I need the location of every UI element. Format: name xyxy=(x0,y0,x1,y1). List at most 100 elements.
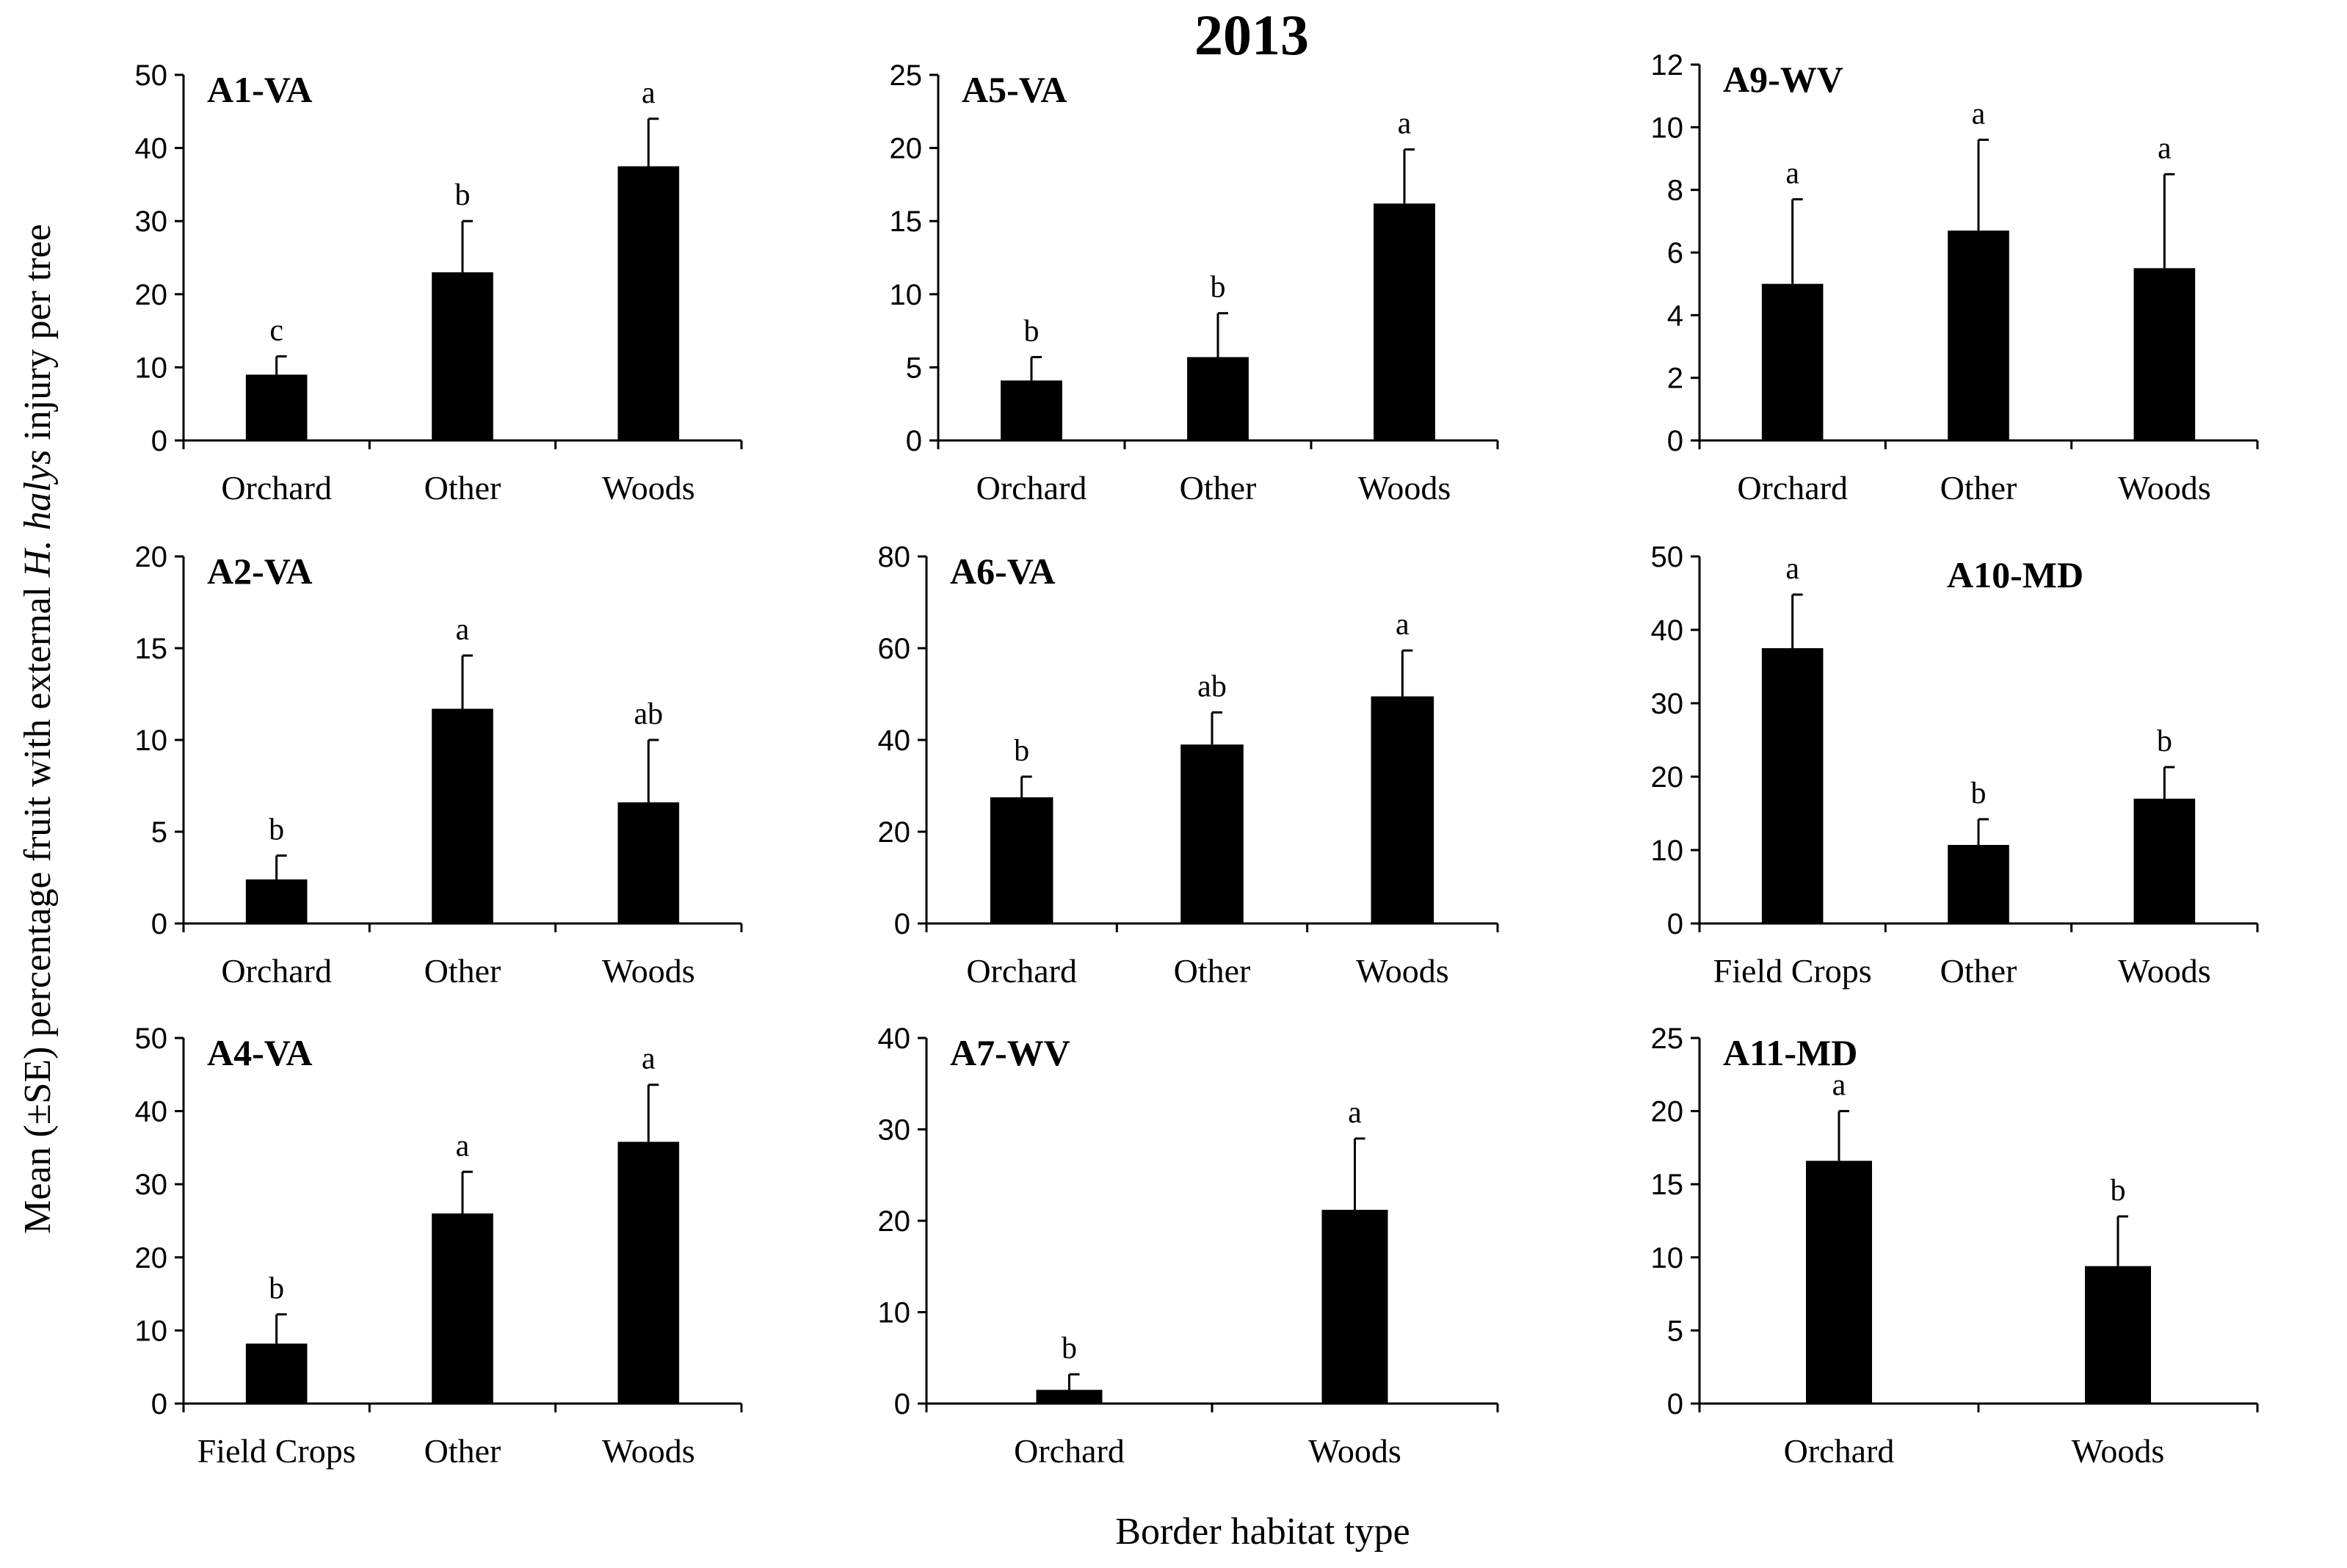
y-tick-label: 20 xyxy=(878,1205,911,1238)
y-tick-label: 2 xyxy=(1667,363,1683,395)
x-tick-label: Woods xyxy=(1356,952,1449,990)
significance-letter: a xyxy=(642,76,656,110)
x-tick-label: Other xyxy=(1174,952,1251,990)
y-tick-label: 15 xyxy=(1651,1169,1684,1201)
significance-letter: b xyxy=(1971,777,1987,810)
y-tick-label: 0 xyxy=(151,908,167,940)
x-tick-label: Woods xyxy=(2118,469,2211,507)
panel-title: A5-VA xyxy=(962,69,1067,110)
significance-letter: b xyxy=(1014,734,1029,768)
figure-title: 2013 xyxy=(1194,3,1309,67)
panel-a6-va: 0 20 40 60 80 b Orchard ab Other a Woods A6-VA xyxy=(878,541,1499,990)
panel-a10-md: 0 10 20 30 40 50 a Field Crops b Other b Woods A10-M… xyxy=(1651,541,2259,990)
bar xyxy=(1036,1390,1103,1404)
y-tick-label: 0 xyxy=(894,908,910,940)
panel-title: A1-VA xyxy=(207,69,313,110)
x-tick-label: Woods xyxy=(602,1432,695,1470)
significance-letter: b xyxy=(1062,1332,1077,1365)
significance-letter: b xyxy=(269,813,284,847)
bar xyxy=(1761,648,1824,923)
bar xyxy=(617,1141,680,1404)
x-tick-label: Woods xyxy=(2072,1432,2165,1470)
y-tick-label: 10 xyxy=(1651,835,1684,867)
y-tick-label: 0 xyxy=(1667,1388,1683,1420)
y-tick-label: 20 xyxy=(1651,761,1684,794)
y-tick-label: 30 xyxy=(878,1114,911,1147)
bar xyxy=(617,802,680,923)
significance-letter: ab xyxy=(1197,670,1227,704)
y-tick-label: 50 xyxy=(1651,541,1684,573)
x-tick-label: Woods xyxy=(1358,469,1451,507)
significance-letter: a xyxy=(456,613,470,647)
y-tick-label: 6 xyxy=(1667,237,1683,269)
y-tick-label: 10 xyxy=(890,279,923,311)
panel-a5-va: 0 5 10 15 20 25 b Orchard b Other a Woods A5-VA xyxy=(890,59,1499,507)
y-tick-label: 80 xyxy=(878,541,911,573)
y-tick-label: 20 xyxy=(878,816,911,849)
y-tick-label: 0 xyxy=(1667,908,1683,940)
x-tick-label: Orchard xyxy=(1784,1432,1895,1470)
x-tick-label: Other xyxy=(424,469,501,507)
y-tick-label: 5 xyxy=(1667,1315,1683,1347)
x-tick-label: Other xyxy=(1180,469,1257,507)
x-tick-label: Field Crops xyxy=(197,1432,356,1470)
y-tick-label: 40 xyxy=(135,133,168,165)
bar xyxy=(617,166,680,440)
x-tick-label: Orchard xyxy=(1737,469,1848,507)
x-tick-label: Other xyxy=(1940,952,2017,990)
significance-letter: c xyxy=(269,313,283,347)
y-tick-label: 10 xyxy=(1651,1242,1684,1274)
bar xyxy=(245,374,308,440)
significance-letter: b xyxy=(2157,725,2172,758)
y-tick-label: 20 xyxy=(1651,1096,1684,1128)
y-tick-label: 0 xyxy=(894,1388,910,1420)
y-tick-label: 5 xyxy=(906,352,922,384)
y-tick-label: 0 xyxy=(151,1388,167,1420)
bar xyxy=(1001,380,1062,440)
y-axis-label-start: Mean (±SE) percentage fruit with externa… xyxy=(17,577,59,1234)
significance-letter: a xyxy=(1348,1096,1362,1130)
significance-letter: ab xyxy=(634,697,664,731)
bar xyxy=(990,797,1053,923)
bar xyxy=(2133,799,2196,923)
x-tick-label: Field Crops xyxy=(1713,952,1872,990)
bar xyxy=(245,879,308,923)
bar xyxy=(1180,744,1244,923)
y-tick-label: 30 xyxy=(135,1169,168,1201)
y-tick-label: 15 xyxy=(890,206,923,238)
y-tick-label: 25 xyxy=(1651,1023,1684,1055)
x-axis-label: Border habitat type xyxy=(1115,1511,1410,1553)
bar xyxy=(432,708,493,923)
x-tick-label: Orchard xyxy=(976,469,1087,507)
bar xyxy=(432,272,493,440)
x-tick-label: Other xyxy=(424,952,501,990)
panel-title: A2-VA xyxy=(207,551,313,592)
y-tick-label: 12 xyxy=(1651,49,1684,81)
y-tick-label: 20 xyxy=(135,541,168,573)
y-tick-label: 50 xyxy=(135,59,168,92)
y-tick-label: 20 xyxy=(135,279,168,311)
y-tick-label: 60 xyxy=(878,633,911,665)
x-tick-label: Orchard xyxy=(221,952,332,990)
significance-letter: b xyxy=(455,178,471,212)
y-tick-label: 40 xyxy=(878,725,911,757)
y-tick-label: 20 xyxy=(135,1242,168,1274)
y-tick-label: 40 xyxy=(1651,614,1684,647)
panel-title: A4-VA xyxy=(207,1032,313,1073)
y-tick-label: 10 xyxy=(135,352,168,384)
bar xyxy=(1374,203,1435,440)
x-tick-label: Woods xyxy=(602,469,695,507)
bar xyxy=(1806,1161,1872,1404)
y-tick-label: 0 xyxy=(1667,425,1683,457)
bar xyxy=(2085,1266,2151,1404)
bar xyxy=(245,1343,308,1404)
y-tick-label: 30 xyxy=(135,206,168,238)
y-tick-label: 50 xyxy=(135,1023,168,1055)
x-tick-label: Woods xyxy=(2118,952,2211,990)
panel-a9-wv: 0 2 4 6 8 10 12 a Orchard a Other a Woods A9-WV xyxy=(1651,49,2259,507)
significance-letter: b xyxy=(1024,314,1040,348)
panel-title: A9-WV xyxy=(1723,59,1843,100)
x-tick-label: Orchard xyxy=(221,469,332,507)
bar xyxy=(1948,845,2009,923)
